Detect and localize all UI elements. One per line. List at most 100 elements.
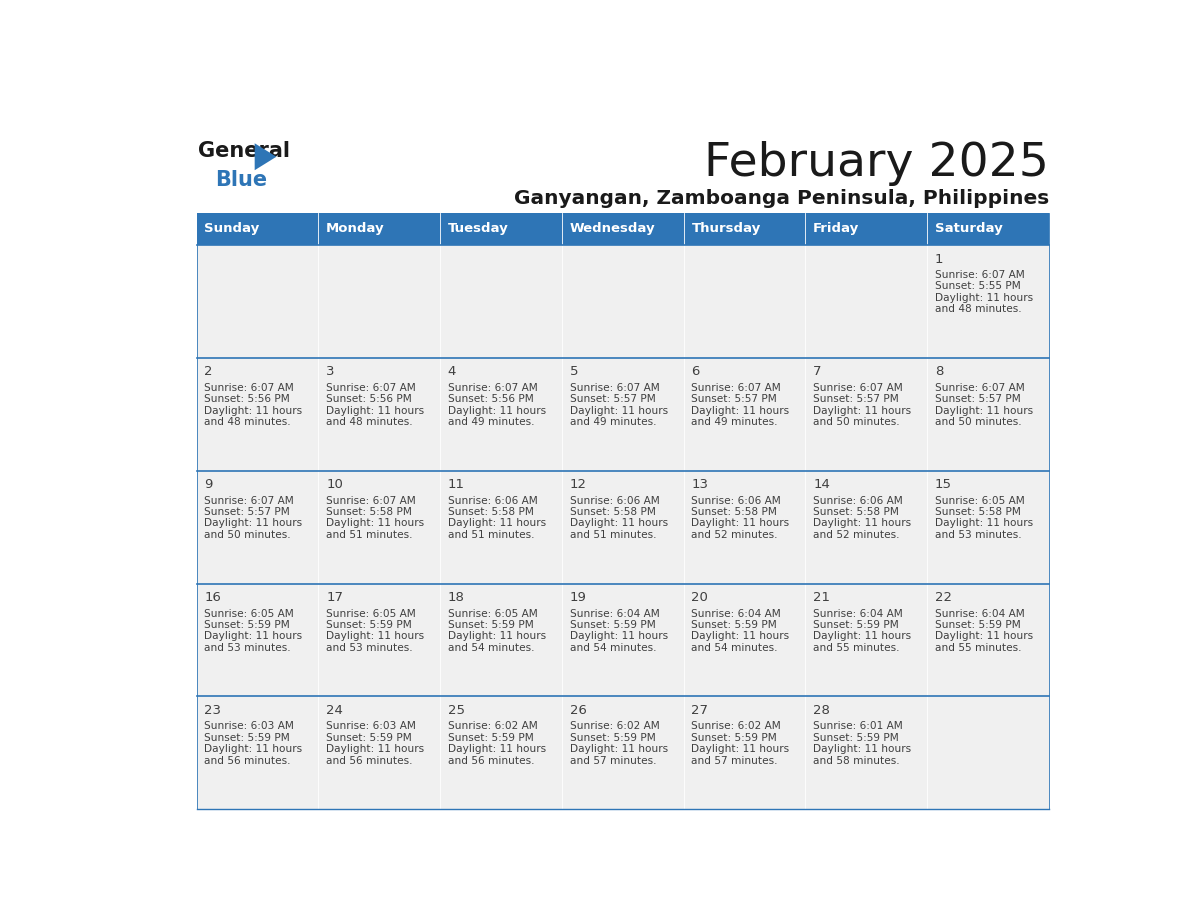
Bar [562,213,683,245]
Text: Wednesday: Wednesday [570,222,656,235]
Bar [318,213,440,245]
Text: Daylight: 11 hours: Daylight: 11 hours [691,744,790,755]
Text: Sunrise: 6:04 AM: Sunrise: 6:04 AM [814,609,903,619]
Bar [805,697,928,810]
Text: 12: 12 [570,478,587,491]
Text: and 48 minutes.: and 48 minutes. [204,417,291,427]
Bar [683,213,805,245]
Text: and 57 minutes.: and 57 minutes. [691,756,778,766]
Text: and 50 minutes.: and 50 minutes. [814,417,899,427]
Text: 4: 4 [448,365,456,378]
Text: 1: 1 [935,252,943,265]
Bar [683,584,805,697]
Text: Daylight: 11 hours: Daylight: 11 hours [326,744,424,755]
Bar [928,358,1049,471]
Text: Sunset: 5:58 PM: Sunset: 5:58 PM [326,507,412,517]
Text: 3: 3 [326,365,335,378]
Text: Daylight: 11 hours: Daylight: 11 hours [691,519,790,529]
Text: 25: 25 [448,704,465,717]
Text: Daylight: 11 hours: Daylight: 11 hours [326,632,424,642]
Text: Daylight: 11 hours: Daylight: 11 hours [204,519,303,529]
Bar [562,358,683,471]
Bar [196,358,318,471]
Text: Sunrise: 6:05 AM: Sunrise: 6:05 AM [448,609,538,619]
Text: Daylight: 11 hours: Daylight: 11 hours [204,632,303,642]
Text: and 51 minutes.: and 51 minutes. [448,530,535,540]
Text: and 56 minutes.: and 56 minutes. [326,756,412,766]
Text: Daylight: 11 hours: Daylight: 11 hours [814,632,911,642]
Text: and 55 minutes.: and 55 minutes. [814,643,899,653]
Text: Daylight: 11 hours: Daylight: 11 hours [691,632,790,642]
Bar [562,245,683,358]
Bar [928,471,1049,584]
Text: Friday: Friday [814,222,859,235]
Text: Daylight: 11 hours: Daylight: 11 hours [814,744,911,755]
Text: and 58 minutes.: and 58 minutes. [814,756,899,766]
Text: Sunday: Sunday [204,222,259,235]
Text: Sunrise: 6:04 AM: Sunrise: 6:04 AM [935,609,1025,619]
Text: and 54 minutes.: and 54 minutes. [570,643,656,653]
Bar [928,697,1049,810]
Text: Sunset: 5:59 PM: Sunset: 5:59 PM [814,733,899,743]
Text: Sunrise: 6:05 AM: Sunrise: 6:05 AM [935,496,1025,506]
Text: 14: 14 [814,478,830,491]
Text: Sunrise: 6:07 AM: Sunrise: 6:07 AM [448,383,538,393]
Text: Daylight: 11 hours: Daylight: 11 hours [326,406,424,416]
Text: 10: 10 [326,478,343,491]
Text: Tuesday: Tuesday [448,222,508,235]
Text: and 56 minutes.: and 56 minutes. [204,756,291,766]
Bar [440,471,562,584]
Bar [440,213,562,245]
Bar [805,213,928,245]
Text: Sunrise: 6:06 AM: Sunrise: 6:06 AM [570,496,659,506]
Text: and 51 minutes.: and 51 minutes. [326,530,412,540]
Text: Monday: Monday [326,222,385,235]
Text: Sunrise: 6:07 AM: Sunrise: 6:07 AM [326,383,416,393]
Text: Daylight: 11 hours: Daylight: 11 hours [814,406,911,416]
Text: Sunset: 5:59 PM: Sunset: 5:59 PM [204,620,290,630]
Bar [928,245,1049,358]
Text: and 53 minutes.: and 53 minutes. [935,530,1022,540]
Text: Sunset: 5:59 PM: Sunset: 5:59 PM [326,620,412,630]
Bar [440,358,562,471]
Text: and 52 minutes.: and 52 minutes. [814,530,899,540]
Text: 21: 21 [814,591,830,604]
Text: Ganyangan, Zamboanga Peninsula, Philippines: Ganyangan, Zamboanga Peninsula, Philippi… [513,189,1049,208]
Bar [196,471,318,584]
Text: Sunset: 5:59 PM: Sunset: 5:59 PM [448,620,533,630]
Text: Blue: Blue [215,170,267,190]
Bar [928,213,1049,245]
Text: Sunset: 5:56 PM: Sunset: 5:56 PM [204,394,290,404]
Text: Sunrise: 6:07 AM: Sunrise: 6:07 AM [935,383,1025,393]
Text: Sunrise: 6:06 AM: Sunrise: 6:06 AM [691,496,782,506]
Text: Daylight: 11 hours: Daylight: 11 hours [691,406,790,416]
Text: February 2025: February 2025 [704,141,1049,186]
Text: Daylight: 11 hours: Daylight: 11 hours [570,744,668,755]
Text: 7: 7 [814,365,822,378]
Text: Sunset: 5:58 PM: Sunset: 5:58 PM [935,507,1020,517]
Text: Daylight: 11 hours: Daylight: 11 hours [570,406,668,416]
Bar [683,471,805,584]
Text: and 57 minutes.: and 57 minutes. [570,756,656,766]
Text: 26: 26 [570,704,587,717]
Bar [683,358,805,471]
Bar [683,245,805,358]
Text: Sunrise: 6:02 AM: Sunrise: 6:02 AM [570,722,659,732]
Text: Sunset: 5:57 PM: Sunset: 5:57 PM [814,394,899,404]
Text: Sunset: 5:58 PM: Sunset: 5:58 PM [814,507,899,517]
Text: and 49 minutes.: and 49 minutes. [448,417,535,427]
Text: Sunrise: 6:06 AM: Sunrise: 6:06 AM [448,496,538,506]
Text: Thursday: Thursday [691,222,760,235]
Text: and 48 minutes.: and 48 minutes. [326,417,412,427]
Bar [318,471,440,584]
Text: Sunset: 5:59 PM: Sunset: 5:59 PM [570,620,656,630]
Text: Sunrise: 6:07 AM: Sunrise: 6:07 AM [326,496,416,506]
Text: Daylight: 11 hours: Daylight: 11 hours [204,744,303,755]
Text: 5: 5 [570,365,579,378]
Bar [805,471,928,584]
Text: 22: 22 [935,591,952,604]
Text: Sunrise: 6:07 AM: Sunrise: 6:07 AM [814,383,903,393]
Text: Sunset: 5:59 PM: Sunset: 5:59 PM [570,733,656,743]
Text: Daylight: 11 hours: Daylight: 11 hours [448,519,546,529]
Text: and 49 minutes.: and 49 minutes. [570,417,656,427]
